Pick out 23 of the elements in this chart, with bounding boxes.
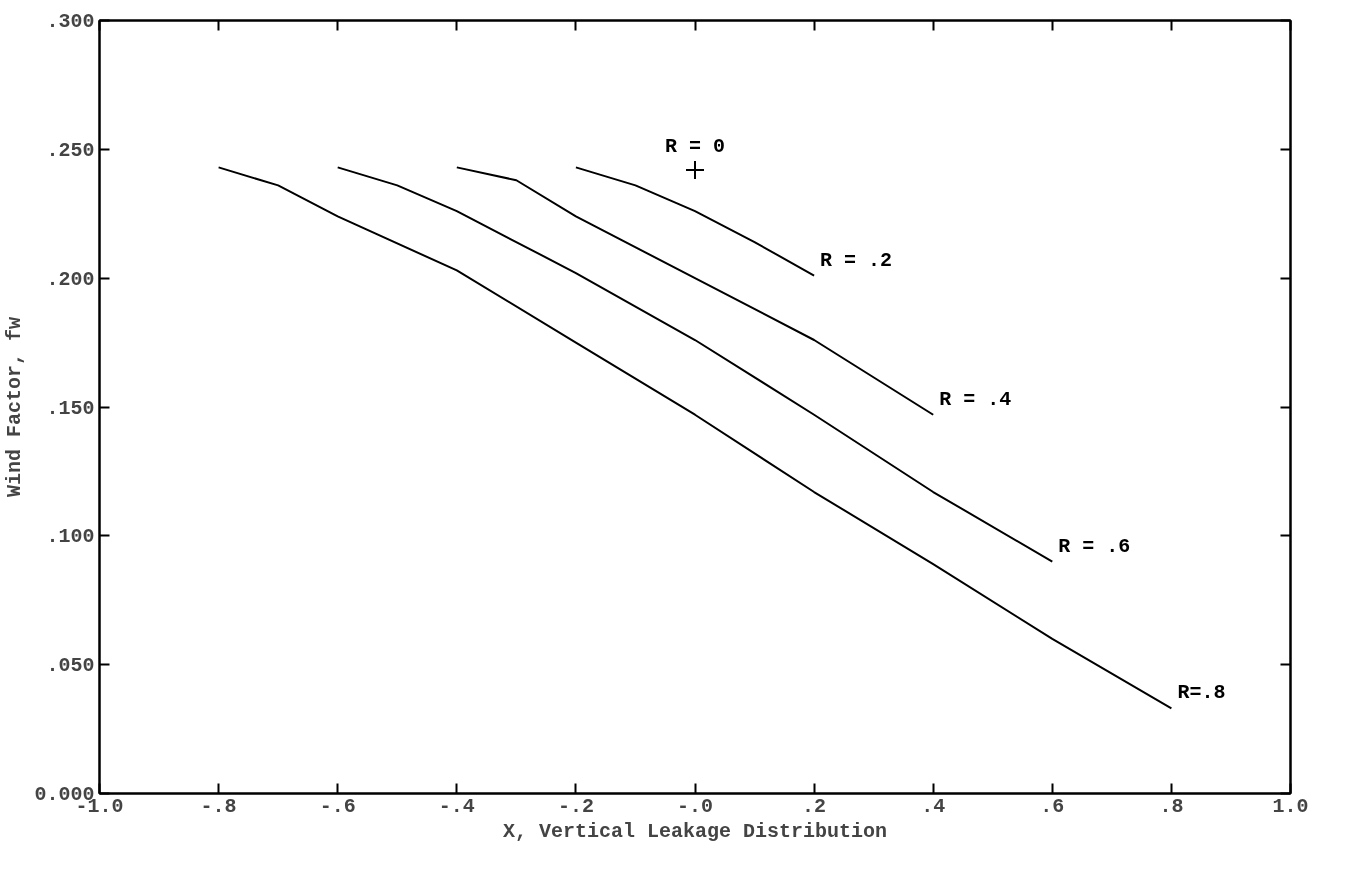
x-tick-label: -.4 bbox=[438, 794, 475, 818]
y-axis-title: Wind Factor, fw bbox=[3, 316, 27, 498]
y-tick-label: .100 bbox=[46, 525, 95, 549]
x-tick-label: -.6 bbox=[319, 794, 356, 818]
x-tick-label: .4 bbox=[921, 794, 946, 818]
series-label: R = .6 bbox=[1058, 534, 1131, 558]
x-tick-label: -.8 bbox=[200, 794, 237, 818]
series-label: R = 0 bbox=[665, 134, 726, 158]
x-tick-label: -.2 bbox=[557, 794, 594, 818]
y-tick-label: .050 bbox=[46, 654, 95, 678]
series-label: R = .2 bbox=[820, 248, 893, 272]
y-tick-label: .250 bbox=[46, 138, 95, 162]
x-tick-label: .8 bbox=[1159, 794, 1184, 818]
y-tick-label: .150 bbox=[46, 396, 95, 420]
x-tick-label: 1.0 bbox=[1272, 794, 1309, 818]
series-label: R = .4 bbox=[939, 387, 1012, 411]
x-axis-title: X, Vertical Leakage Distribution bbox=[502, 819, 888, 843]
x-tick-label: -.0 bbox=[677, 794, 714, 818]
x-tick-label: .2 bbox=[802, 794, 827, 818]
y-tick-label: .200 bbox=[46, 267, 95, 291]
series-label: R=.8 bbox=[1177, 681, 1226, 705]
x-tick-label: .6 bbox=[1040, 794, 1065, 818]
y-tick-label: .300 bbox=[46, 10, 95, 33]
